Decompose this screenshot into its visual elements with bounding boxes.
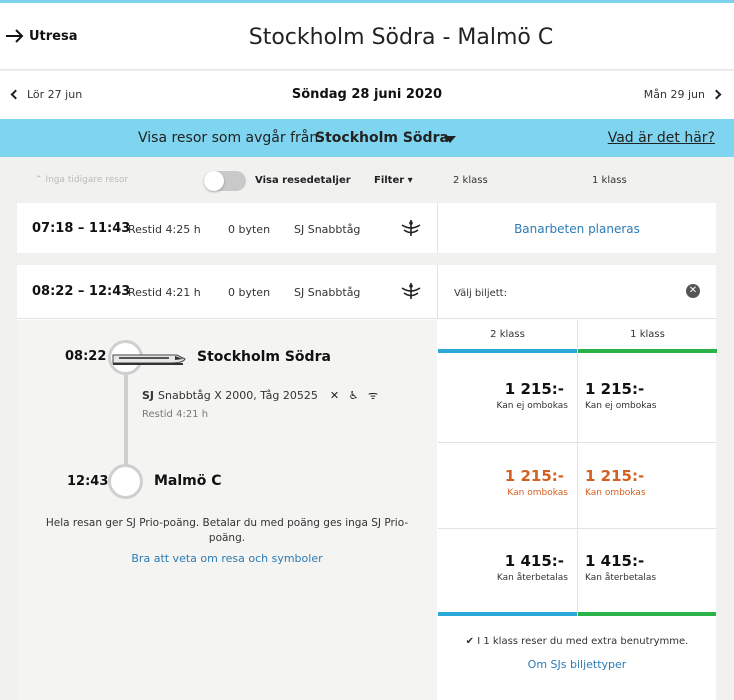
trip-row-header[interactable]: 08:22 – 12:43 Restid 4:21 h 0 byten SJ S… xyxy=(17,265,716,319)
class2-column-label: 2 klass xyxy=(453,175,488,186)
next-date-label: Mån 29 jun xyxy=(643,88,705,101)
page-header: Utresa Stockholm Södra - Malmö C xyxy=(0,3,734,70)
track-work-notice[interactable]: Banarbeten planeras xyxy=(514,222,640,236)
price-class1[interactable]: 1 215:- xyxy=(585,380,645,398)
ticket-row-rebookable: 1 215:- Kan ombokas 1 215:- Kan ombokas xyxy=(438,443,716,529)
amenity-icons: ✕ ♿ ᯤ xyxy=(329,389,382,402)
arrival-station: Malmö C xyxy=(154,473,222,489)
train-number: Snabbtåg X 2000, Tåg 20525 xyxy=(158,389,318,402)
class2-header: 2 klass xyxy=(438,320,577,353)
ticket-options: 2 klass 1 klass 1 215:- Kan ej ombokas 1… xyxy=(438,320,717,700)
price-class2[interactable]: 1 215:- xyxy=(504,380,564,398)
trip-changes: 0 byten xyxy=(228,223,271,236)
prev-date-label: Lör 27 jun xyxy=(27,88,83,101)
arrival-time: 12:43 xyxy=(67,474,109,489)
ticket-types-link[interactable]: Om SJs biljettyper xyxy=(527,658,627,671)
class-color-bar xyxy=(438,612,716,616)
extra-legroom-info: ✔ I 1 klass reser du med extra benutrymm… xyxy=(438,636,716,647)
show-details-toggle[interactable] xyxy=(204,171,246,191)
top-accent-line xyxy=(0,0,734,3)
price-class2-label: Kan återbetalas xyxy=(496,573,568,583)
price-class2[interactable]: 1 415:- xyxy=(504,552,564,570)
back-label: Utresa xyxy=(29,28,78,44)
back-utresa-link[interactable]: Utresa xyxy=(5,28,78,44)
class1-bar xyxy=(578,612,716,616)
trip-details: 08:22 Stockholm Södra SJ Snabbtåg X 2000… xyxy=(17,320,437,700)
price-class1-label: Kan ej ombokas xyxy=(585,401,657,411)
price-class1[interactable]: 1 415:- xyxy=(585,552,645,570)
trip-row[interactable]: 07:18 – 11:43 Restid 4:25 h 0 byten SJ S… xyxy=(17,203,716,253)
caret-down-icon[interactable] xyxy=(444,136,456,143)
extra-legroom-text: I 1 klass reser du med extra benutrymme. xyxy=(477,636,689,647)
no-earlier-label: Inga tidigare resor xyxy=(45,175,129,185)
ticket-row-refundable: 1 415:- Kan återbetalas 1 415:- Kan åter… xyxy=(438,529,716,612)
price-class1-label: Kan återbetalas xyxy=(585,573,657,583)
filter-bar: ⌃ Inga tidigare resor Visa resedetaljer … xyxy=(0,168,734,194)
class1-column-label: 1 klass xyxy=(592,175,627,186)
trip-changes: 0 byten xyxy=(228,286,271,299)
page-title: Stockholm Södra - Malmö C xyxy=(248,25,554,50)
help-link[interactable]: Vad är det här? xyxy=(607,130,715,146)
double-chevron-up-icon: ⌃ xyxy=(35,175,43,185)
train-info: SJ Snabbtåg X 2000, Tåg 20525 ✕ ♿ ᯤ xyxy=(142,388,381,403)
column-divider xyxy=(577,320,578,616)
departure-bar-text: Visa resor som avgår från xyxy=(138,130,319,146)
date-navigation: Lör 27 jun Söndag 28 juni 2020 Mån 29 ju… xyxy=(0,71,734,119)
trip-duration: Restid 4:21 h xyxy=(128,286,201,299)
next-date-button[interactable]: Mån 29 jun xyxy=(643,88,722,101)
select-ticket-label: Välj biljett: xyxy=(454,288,507,299)
price-class1[interactable]: 1 215:- xyxy=(585,467,645,485)
trip-duration: Restid 4:25 h xyxy=(128,223,201,236)
no-earlier-trips: ⌃ Inga tidigare resor xyxy=(35,175,128,185)
show-details-label[interactable]: Visa resedetaljer xyxy=(255,175,351,186)
departure-time: 08:22 xyxy=(65,349,107,364)
arrow-right-icon xyxy=(6,29,24,43)
timeline-line xyxy=(124,375,128,491)
toggle-knob xyxy=(204,171,224,191)
sj-logo-icon xyxy=(401,220,421,236)
filter-label: Filter xyxy=(374,175,405,186)
filter-button[interactable]: Filter ▾ xyxy=(374,175,413,186)
chevron-right-icon xyxy=(711,89,722,100)
price-class1-label: Kan ombokas xyxy=(585,488,646,498)
class2-bar xyxy=(438,612,577,616)
ticket-row-non-rebookable: 1 215:- Kan ej ombokas 1 215:- Kan ej om… xyxy=(438,357,716,443)
train-icon xyxy=(112,354,186,365)
price-class2-label: Kan ombokas xyxy=(507,488,568,498)
price-class2[interactable]: 1 215:- xyxy=(504,467,564,485)
trip-times: 07:18 – 11:43 xyxy=(32,221,131,236)
current-date: Söndag 28 juni 2020 xyxy=(291,87,443,102)
info-symbols-link[interactable]: Bra att veta om resa och symboler xyxy=(131,552,323,565)
travel-duration: Restid 4:21 h xyxy=(142,409,209,420)
departure-station-bar: Visa resor som avgår från Stockholm Södr… xyxy=(0,119,734,157)
departure-station: Stockholm Södra xyxy=(197,349,331,365)
departure-station-select[interactable]: Stockholm Södra xyxy=(315,130,449,146)
train-type: SJ Snabbtåg xyxy=(294,286,361,299)
checkmark-icon: ✔ xyxy=(465,636,475,647)
close-icon[interactable]: ✕ xyxy=(686,284,700,298)
arrival-circle xyxy=(108,464,143,499)
prio-points-info: Hela resan ger SJ Prio-poäng. Betalar du… xyxy=(45,517,409,544)
sj-logo-icon xyxy=(401,283,421,299)
sj-brand: SJ xyxy=(142,389,155,402)
price-class2-label: Kan ej ombokas xyxy=(496,401,568,411)
trip-row-expanded: 08:22 – 12:43 Restid 4:21 h 0 byten SJ S… xyxy=(17,265,717,700)
divider xyxy=(437,265,438,318)
trip-times: 08:22 – 12:43 xyxy=(32,284,131,299)
train-type: SJ Snabbtåg xyxy=(294,223,361,236)
prev-date-button[interactable]: Lör 27 jun xyxy=(10,88,83,101)
class1-header: 1 klass xyxy=(578,320,717,353)
divider xyxy=(437,203,438,253)
